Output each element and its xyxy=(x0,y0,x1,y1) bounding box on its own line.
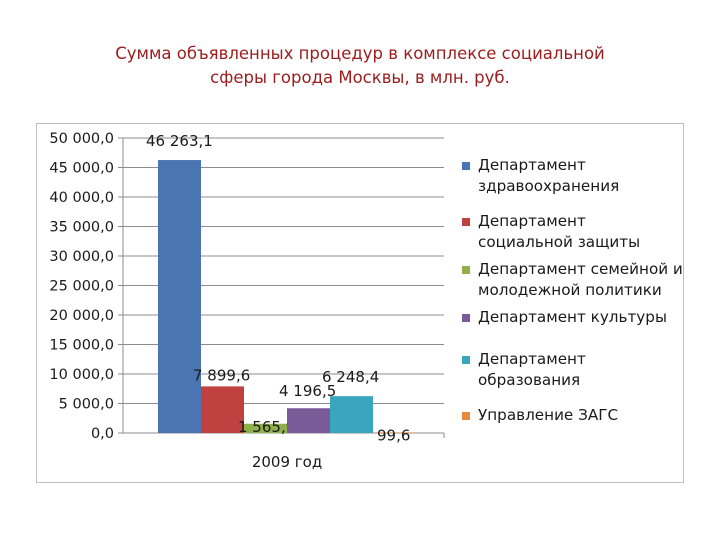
legend-label-line: здравоохранения xyxy=(478,177,620,195)
legend-label-line: Департамент xyxy=(478,212,586,230)
bar xyxy=(373,432,416,433)
bar xyxy=(330,396,373,433)
y-tick-label: 45 000,0 xyxy=(49,161,114,177)
y-tick-label: 5 000,0 xyxy=(59,397,114,413)
chart-title-line-1: Сумма объявленных процедур в комплексе с… xyxy=(115,44,605,63)
bar xyxy=(244,423,287,433)
y-tick-label: 30 000,0 xyxy=(49,249,114,265)
bar xyxy=(287,408,330,433)
y-tick-label: 50 000,0 xyxy=(49,131,114,147)
y-tick-label: 0,0 xyxy=(91,426,114,442)
legend-label-line: Департамент xyxy=(478,156,586,174)
legend-swatch xyxy=(462,412,470,420)
legend-label-line: образования xyxy=(478,371,581,389)
legend-swatch xyxy=(462,356,470,364)
y-tick-label: 15 000,0 xyxy=(49,338,114,354)
y-tick-label: 35 000,0 xyxy=(49,220,114,236)
legend-label-line: социальной защиты xyxy=(478,233,641,251)
bar xyxy=(158,160,201,433)
legend-label: Департамент культуры xyxy=(478,307,688,328)
legend-label-line: Департамент семейной и xyxy=(478,260,683,278)
legend-label-line: Департамент xyxy=(478,350,586,368)
legend-label: Департамент семейной и молодежной политик… xyxy=(478,259,688,301)
y-tick-label: 25 000,0 xyxy=(49,279,114,295)
legend-label: Департамент образования xyxy=(478,349,688,391)
legend-label: Управление ЗАГС xyxy=(478,405,688,426)
chart-title: Сумма объявленных процедур в комплексе с… xyxy=(0,42,720,90)
legend-label-line: Управление ЗАГС xyxy=(478,406,619,424)
data-label: 1 565,9 xyxy=(238,418,295,436)
y-tick-label: 10 000,0 xyxy=(49,367,114,383)
legend-swatch xyxy=(462,218,470,226)
legend-swatch xyxy=(462,162,470,170)
y-tick-label: 40 000,0 xyxy=(49,190,114,206)
chart-frame xyxy=(36,123,684,483)
data-label: 4 196,5 xyxy=(279,382,336,400)
data-label: 46 263,1 xyxy=(146,132,213,150)
legend-label: Департамент здравоохранения xyxy=(478,155,688,197)
x-category-label: 2009 год xyxy=(252,453,322,471)
legend-swatch xyxy=(462,314,470,322)
y-tick-label: 20 000,0 xyxy=(49,308,114,324)
data-label: 7 899,6 xyxy=(193,366,250,384)
legend-label-line: Департамент культуры xyxy=(478,308,667,326)
legend-label: Департамент социальной защиты xyxy=(478,211,688,253)
data-label: 6 248,4 xyxy=(322,368,379,386)
legend-label-line: молодежной политики xyxy=(478,281,662,299)
legend-swatch xyxy=(462,266,470,274)
bar xyxy=(201,386,244,433)
chart-title-line-2: сферы города Москвы, в млн. руб. xyxy=(210,68,510,87)
data-label: 99,6 xyxy=(377,426,410,444)
